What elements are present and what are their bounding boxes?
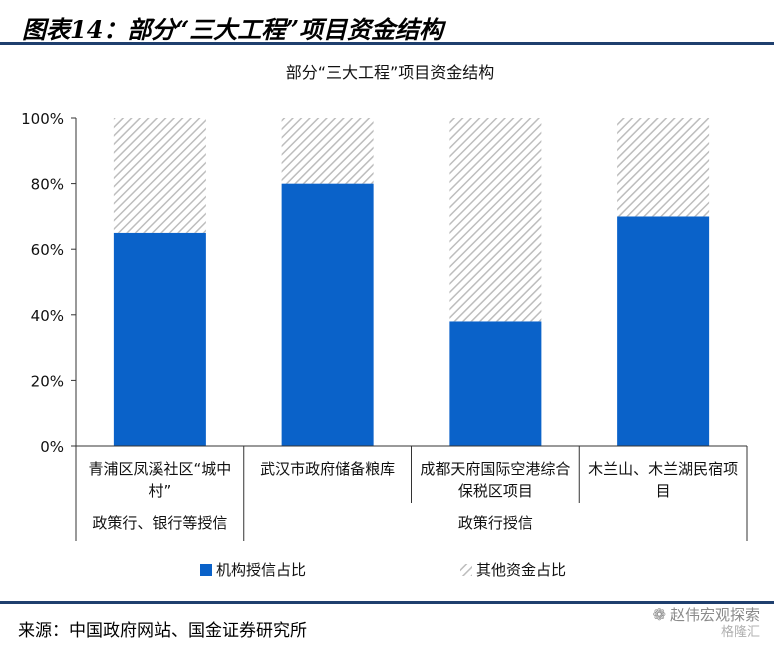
bar-institution bbox=[617, 216, 710, 446]
x-category-label-line: 木兰山、木兰湖民宿项 bbox=[588, 460, 738, 478]
x-category-label: 青浦区凤溪社区“城中村” bbox=[88, 460, 231, 500]
y-tick-label: 20% bbox=[31, 372, 64, 390]
figure-header: 图表14：部分“三大工程”项目资金结构 bbox=[0, 0, 774, 45]
bar-other bbox=[617, 118, 710, 217]
wechat-icon: ❁ bbox=[652, 605, 666, 624]
bar-institution bbox=[281, 183, 374, 446]
figure-footer: 来源：中国政府网站、国金证券研究所 ❁ 赵伟宏观探索 格隆汇 bbox=[0, 601, 774, 648]
x-category-label-line: 村” bbox=[148, 482, 171, 500]
legend-label: 机构授信占比 bbox=[216, 561, 306, 579]
watermark-account: 赵伟宏观探索 bbox=[669, 606, 760, 624]
bar-other bbox=[281, 118, 374, 184]
source-note: 来源：中国政府网站、国金证券研究所 bbox=[18, 621, 307, 641]
x-category-label-line: 成都天府国际空港综合 bbox=[420, 460, 570, 478]
x-category-label-line: 武汉市政府储备粮库 bbox=[260, 460, 395, 478]
y-tick-label: 100% bbox=[21, 110, 64, 128]
bar-other bbox=[449, 118, 542, 322]
x-category-label: 武汉市政府储备粮库 bbox=[260, 460, 395, 478]
watermark-sub: 格隆汇 bbox=[720, 625, 760, 640]
y-tick-label: 60% bbox=[31, 241, 64, 259]
y-tick-label: 80% bbox=[31, 176, 64, 194]
x-category-label: 木兰山、木兰湖民宿项目 bbox=[588, 460, 738, 500]
legend-label: 其他资金占比 bbox=[476, 561, 566, 579]
watermark: ❁ 赵伟宏观探索 格隆汇 bbox=[653, 606, 760, 642]
x-group-label: 政策行授信 bbox=[458, 514, 533, 532]
legend-swatch bbox=[460, 564, 472, 576]
y-tick-label: 0% bbox=[40, 438, 64, 456]
bar-institution bbox=[113, 232, 206, 446]
x-group-label: 政策行、银行等授信 bbox=[92, 514, 227, 532]
stacked-bar-chart: 部分“三大工程”项目资金结构 0% 20% 40% 60% 80% 100% 青浦区凤溪社区… bbox=[21, 63, 748, 579]
x-category-label-line: 青浦区凤溪社区“城中 bbox=[88, 460, 231, 478]
x-category-label-line: 保税区项目 bbox=[458, 482, 533, 500]
bar-other bbox=[113, 118, 206, 233]
x-category-label-line: 目 bbox=[656, 482, 671, 500]
x-category-label: 成都天府国际空港综合保税区项目 bbox=[420, 460, 570, 500]
bar-institution bbox=[449, 321, 542, 446]
chart-title: 部分“三大工程”项目资金结构 bbox=[286, 63, 495, 82]
y-tick-label: 40% bbox=[31, 307, 64, 325]
legend-swatch bbox=[200, 564, 212, 576]
figure-title: 图表14：部分“三大工程”项目资金结构 bbox=[22, 15, 444, 44]
